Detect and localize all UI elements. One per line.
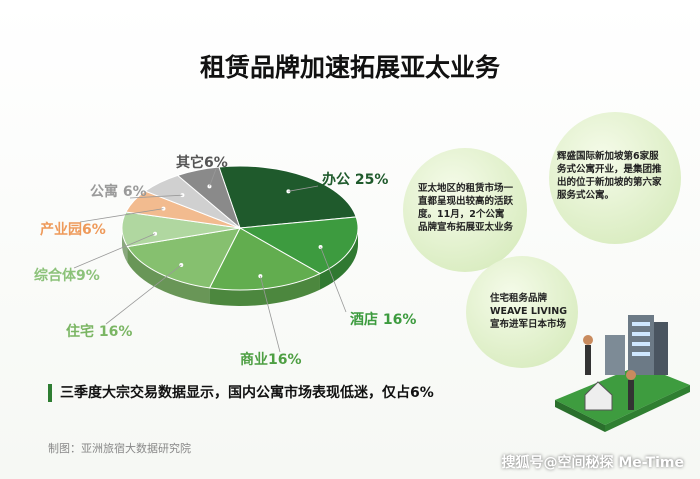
slice-label: 其它6%: [176, 154, 228, 171]
title: 租赁品牌加速拓展亚太业务: [199, 53, 500, 82]
source: 制图：亚洲旅宿大数据研究院: [48, 442, 191, 455]
slice: [126, 227, 241, 289]
pie-tops: [121, 165, 359, 291]
slice-label: 公寓 6%: [90, 183, 147, 200]
slice-label: 办公 25%: [322, 171, 388, 188]
leader-line: [320, 246, 347, 313]
bubble: [466, 256, 578, 368]
annotation: 住宅租务品牌WEAVE LIVING宣布进军日本市场: [490, 293, 568, 330]
slice-side: [319, 228, 358, 290]
annotation: 辉盛国际新加坡第6家服务式公寓开业，是集团推出的位于新加坡的第六家服务式公寓。: [557, 151, 662, 201]
slice-side: [127, 246, 210, 304]
slice: [238, 216, 359, 275]
leader-line: [209, 168, 217, 187]
slice-label: 综合体9%: [34, 267, 100, 284]
slice-side: [209, 273, 320, 306]
illustration: [555, 315, 690, 432]
leader-line: [73, 233, 156, 269]
slice-label: 产业园6%: [40, 221, 106, 238]
slice: [218, 165, 357, 229]
slice: [176, 166, 242, 230]
bubble: [403, 148, 527, 272]
pie-sides: [122, 228, 358, 306]
leader-line: [129, 194, 183, 199]
slice-label: 酒店 16%: [350, 311, 416, 328]
bubble: [549, 112, 681, 244]
annotation: 亚太地区的租赁市场一直都呈现出较高的活跃度。11月，2个公寓品牌宣布拓展亚太业务: [418, 183, 514, 233]
leader-line: [288, 185, 319, 192]
pie: [121, 165, 359, 306]
leader-line: [105, 264, 182, 325]
watermark: 搜狐号@空间秘探 Me-Time: [501, 455, 685, 471]
caption: 三季度大宗交易数据显示，国内公寓市场表现低迷，仅占6%: [48, 384, 434, 402]
leader-line: [259, 276, 281, 353]
slice-label: 住宅 16%: [66, 323, 132, 340]
slice: [208, 227, 322, 291]
slice-label: 商业16%: [240, 351, 302, 368]
slice-side: [122, 228, 128, 263]
leader-line: [79, 208, 164, 223]
